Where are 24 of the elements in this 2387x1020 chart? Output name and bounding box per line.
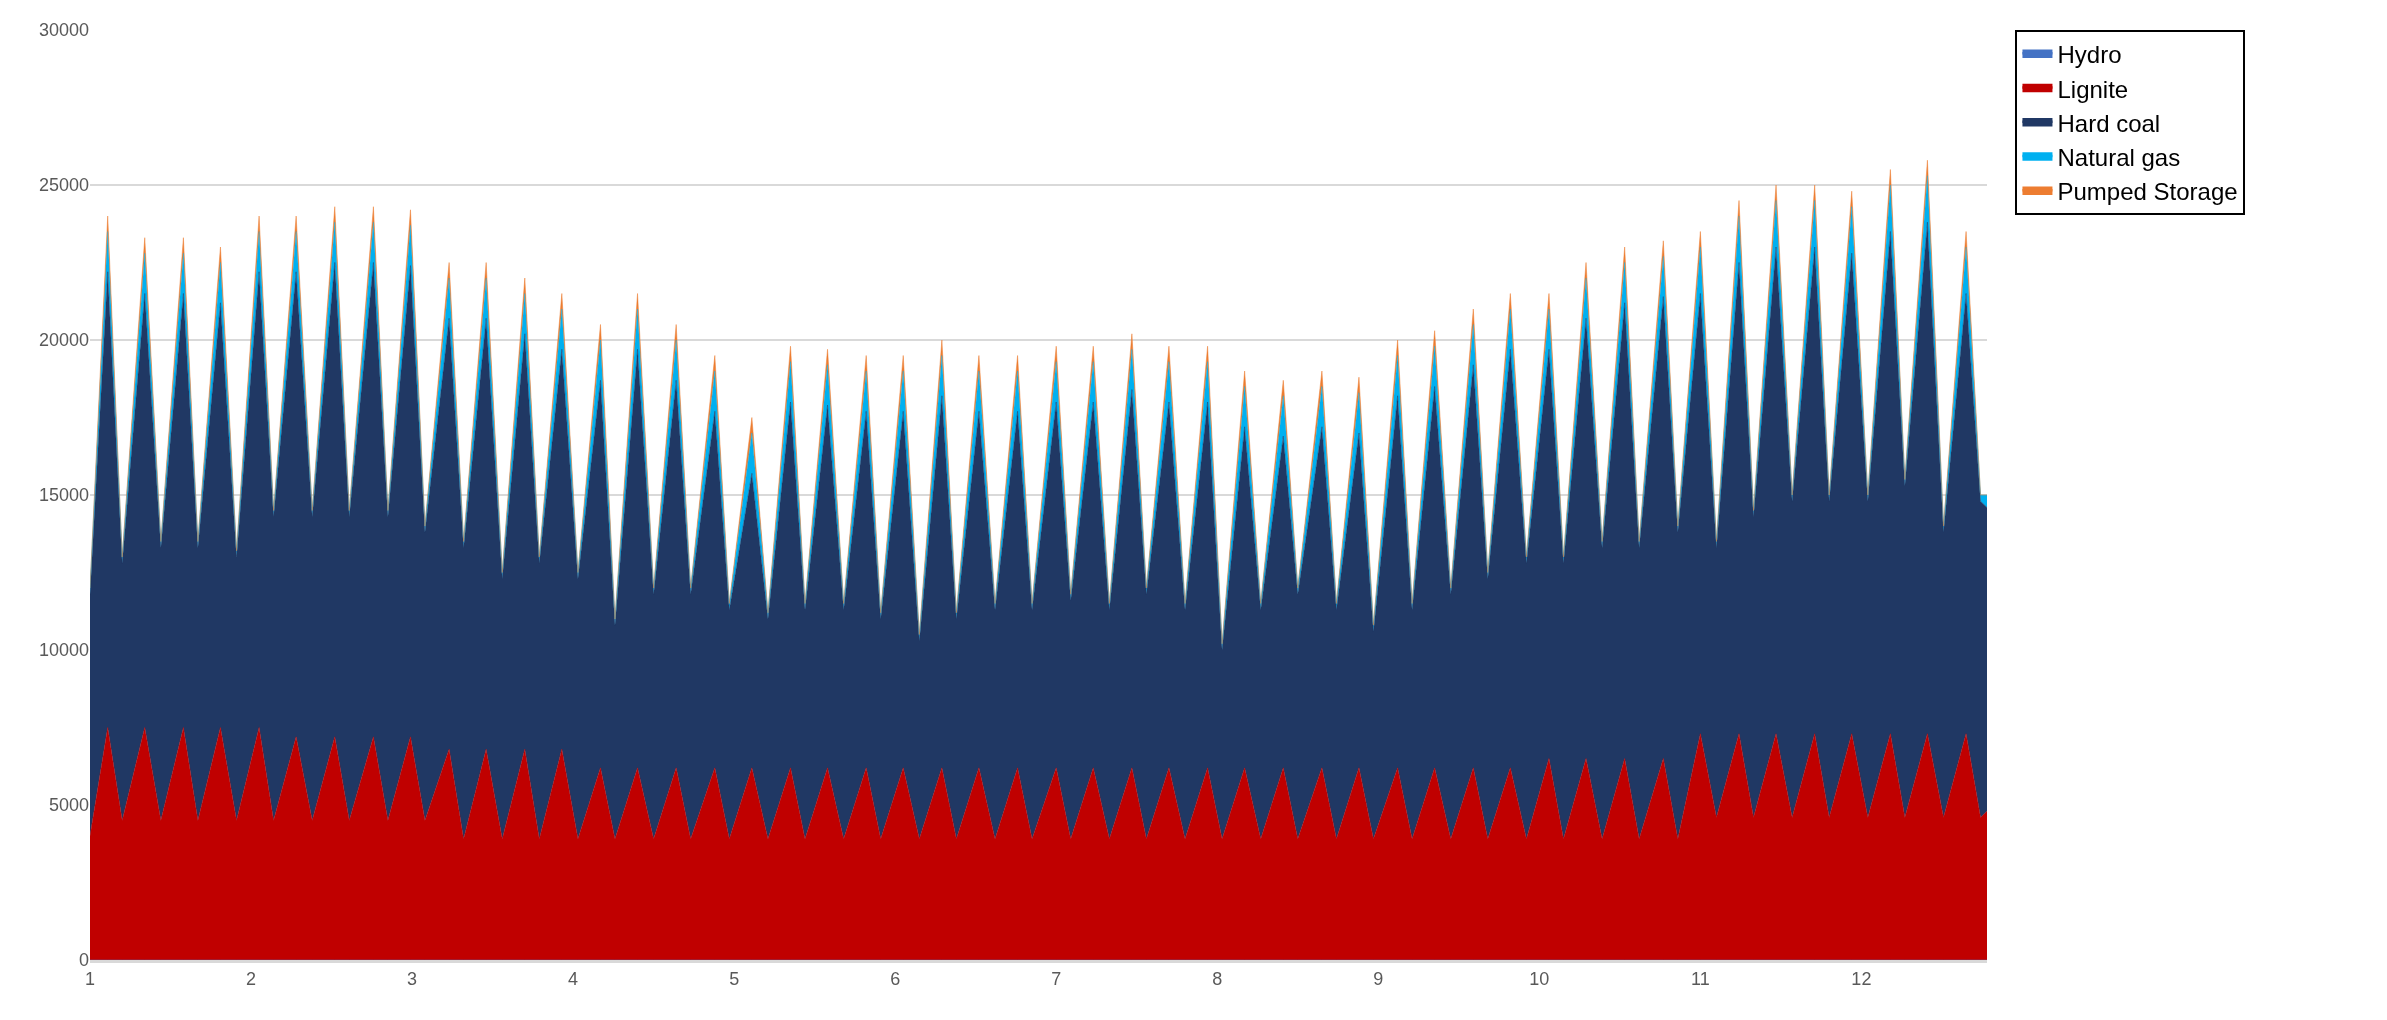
- x-tick-label: 9: [1373, 968, 1384, 989]
- legend-label: Hydro: [2057, 41, 2122, 69]
- legend-label: Natural gas: [2057, 144, 2181, 172]
- x-tick-label: 2: [246, 968, 257, 989]
- x-tick-label: 10: [1529, 968, 1550, 989]
- legend-label: Lignite: [2057, 75, 2129, 103]
- y-tick-label: 5000: [48, 795, 89, 816]
- x-tick-label: 7: [1051, 968, 1062, 989]
- x-tick-label: 4: [568, 968, 579, 989]
- y-tick-label: 20000: [38, 330, 89, 351]
- y-tick-label: 25000: [38, 175, 89, 196]
- x-tick-label: 1: [84, 968, 96, 989]
- y-tick-label: 30000: [38, 20, 89, 41]
- y-tick-label: 15000: [38, 485, 89, 506]
- x-tick-label: 3: [407, 968, 418, 989]
- x-tick-label: 5: [729, 968, 740, 989]
- y-tick-label: 0: [78, 950, 89, 971]
- x-tick-label: 12: [1851, 968, 1872, 989]
- x-tick-label: 11: [1691, 968, 1710, 989]
- x-tick-label: 8: [1212, 968, 1223, 989]
- legend-label: Hard coal: [2057, 109, 2161, 137]
- x-tick-label: 6: [890, 968, 901, 989]
- legend-label: Pumped Storage: [2057, 178, 2238, 206]
- y-tick-label: 10000: [38, 640, 89, 661]
